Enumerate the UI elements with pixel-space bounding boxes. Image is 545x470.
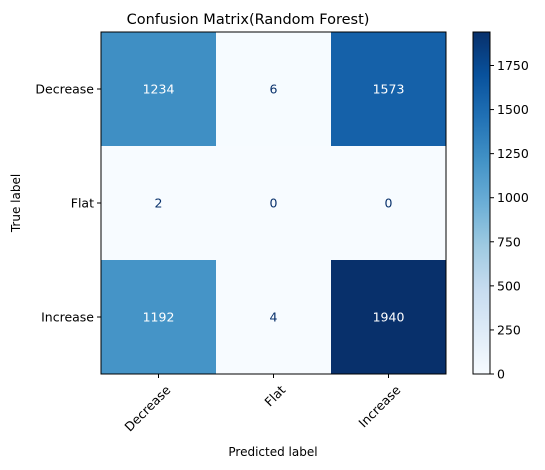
colorbar-gradient xyxy=(472,31,491,375)
cell-value-label: 1192 xyxy=(143,310,175,325)
cell-value-labels: 1234 6 1573 2 0 0 1192 4 1940 xyxy=(143,82,405,325)
y-axis-label: True label xyxy=(9,174,23,233)
cell-value-label: 2 xyxy=(155,196,163,211)
colorbar-tick-label: 1000 xyxy=(497,190,529,205)
colorbar-tick-label: 1500 xyxy=(497,102,529,117)
colorbar-tick-label: 1750 xyxy=(497,58,529,73)
heatmap-cell xyxy=(101,146,217,261)
heatmap-cells xyxy=(101,32,447,375)
chart-title: Confusion Matrix(Random Forest) xyxy=(127,12,370,28)
colorbar-tick-label: 750 xyxy=(497,234,521,249)
heatmap-cell xyxy=(331,32,447,147)
heatmap-cell xyxy=(101,32,217,147)
cell-value-label: 1573 xyxy=(373,82,405,97)
heatmap-cell xyxy=(216,32,332,147)
heatmap-cell xyxy=(101,260,217,375)
cell-value-label: 6 xyxy=(270,82,278,97)
cell-value-label: 4 xyxy=(270,310,278,325)
x-tick-label: Flat xyxy=(261,382,288,409)
y-axis-ticks: Decrease Flat Increase xyxy=(35,82,101,325)
x-axis-ticks: Decrease Flat Increase xyxy=(121,374,404,434)
colorbar-tick-label: 0 xyxy=(497,367,505,382)
y-tick-label: Flat xyxy=(71,196,94,211)
cell-value-label: 1940 xyxy=(373,310,405,325)
cell-value-label: 0 xyxy=(270,196,278,211)
colorbar-ticks: 0 250 500 750 1000 1250 1500 1750 xyxy=(490,58,529,382)
heatmap-cell xyxy=(331,260,447,375)
x-tick-label: Decrease xyxy=(121,382,173,434)
heatmap-cell xyxy=(216,146,332,261)
colorbar: 0 250 500 750 1000 1250 1500 1750 xyxy=(472,31,529,382)
heatmap-cell xyxy=(331,146,447,261)
heatmap-cell xyxy=(216,260,332,375)
colorbar-tick-label: 250 xyxy=(497,322,521,337)
y-tick-label: Decrease xyxy=(35,82,94,97)
cell-value-label: 0 xyxy=(385,196,393,211)
x-tick-label: Increase xyxy=(355,382,403,430)
colorbar-tick-label: 1250 xyxy=(497,146,529,161)
y-tick-label: Increase xyxy=(41,310,94,325)
cell-value-label: 1234 xyxy=(143,82,175,97)
colorbar-tick-label: 500 xyxy=(497,278,521,293)
x-axis-label: Predicted label xyxy=(228,445,317,459)
